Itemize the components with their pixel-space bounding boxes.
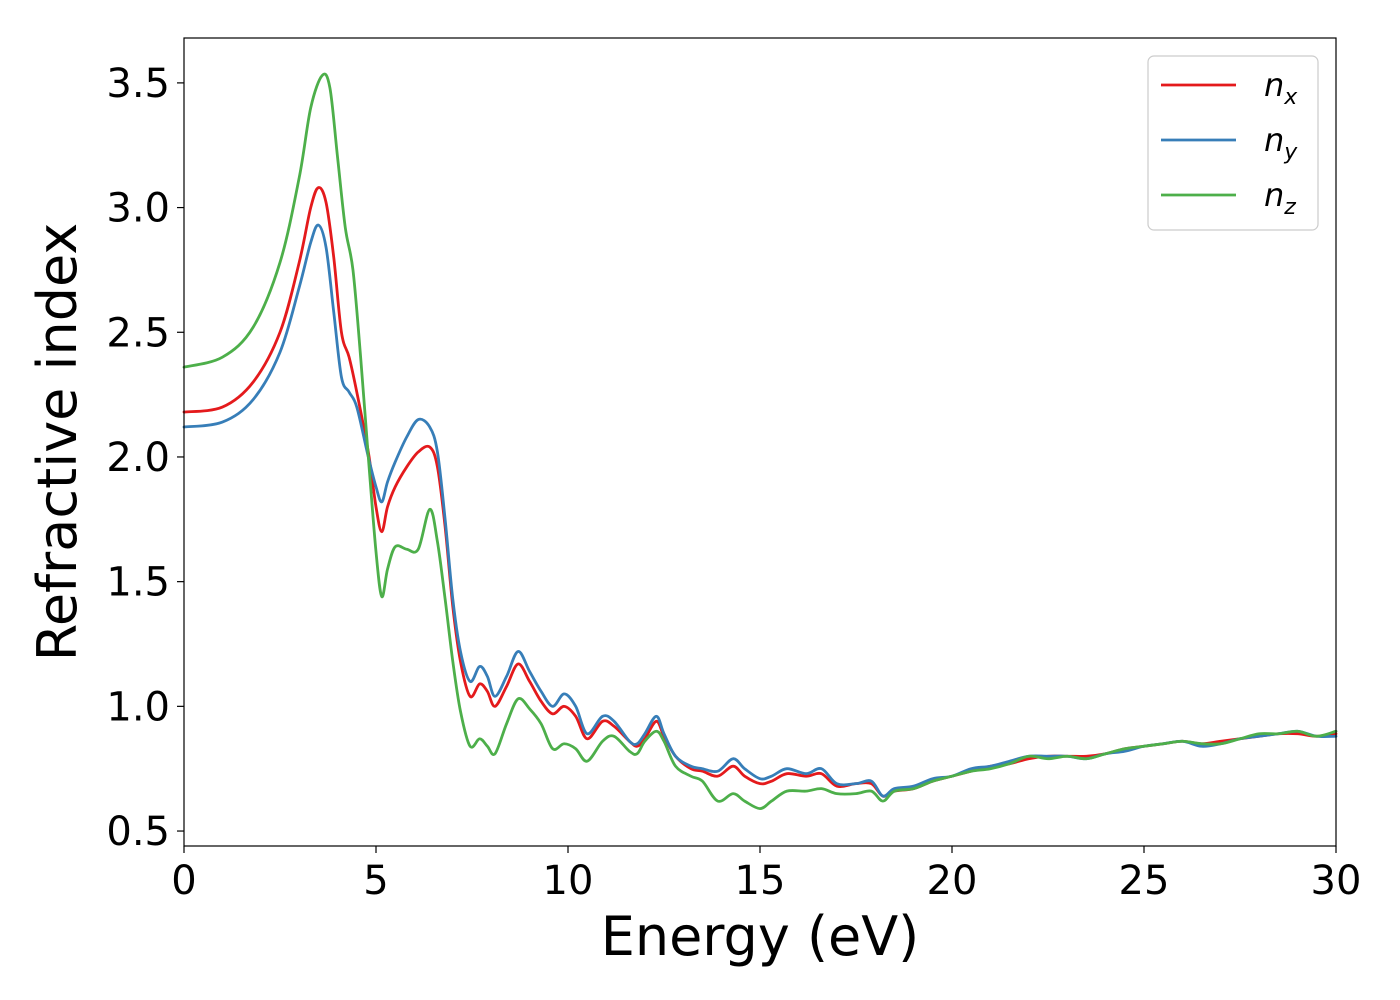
y-tick-label: 0.5 [106, 809, 170, 855]
x-tick-label: 30 [1311, 858, 1362, 904]
y-tick-label: 1.5 [106, 560, 170, 606]
y-tick-label: 1.0 [106, 684, 170, 730]
legend-label-n-y: ny [1264, 121, 1298, 165]
x-tick-label: 25 [1119, 858, 1170, 904]
legend-label-n-z: nz [1264, 176, 1296, 220]
legend-box [1147, 55, 1319, 231]
x-axis-label: Energy (eV) [601, 905, 920, 968]
y-tick-label: 3.5 [106, 61, 170, 107]
x-tick-label: 5 [363, 858, 388, 904]
y-tick-label: 3.0 [106, 186, 170, 232]
y-axis: 0.5 1.0 1.5 2.0 2.5 3.0 3.5 [106, 61, 184, 855]
x-tick-label: 20 [927, 858, 978, 904]
series-layer [182, 72, 1338, 810]
y-tick-label: 2.5 [106, 310, 170, 356]
legend-label-n-x: nx [1264, 66, 1298, 110]
x-tick-label: 0 [171, 858, 196, 904]
x-axis: 0 5 10 15 20 25 30 [171, 846, 1361, 904]
y-tick-label: 2.0 [106, 435, 170, 481]
series-line-n-z [182, 72, 1338, 810]
legend: nx ny nz [1147, 55, 1319, 231]
x-tick-label: 15 [735, 858, 786, 904]
series-line-n-x [182, 186, 1338, 798]
x-tick-label: 10 [543, 858, 594, 904]
y-axis-label: Refractive index [26, 223, 89, 662]
